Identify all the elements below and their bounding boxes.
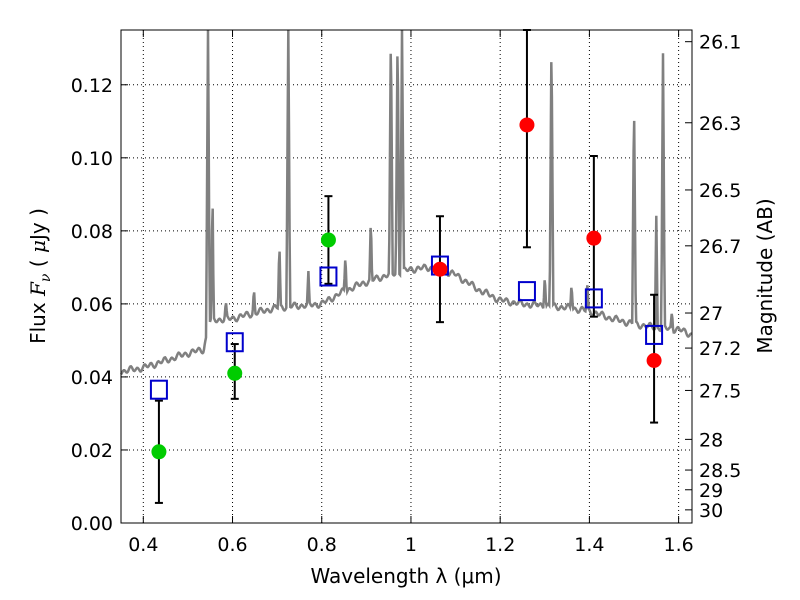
observed-point-red <box>586 230 602 246</box>
x-axis-ticks: 0.4 0.6 0.8 1 1.2 1.4 1.6 <box>128 30 694 556</box>
y-tick-label: 0.02 <box>71 440 113 462</box>
y-tick-label: 0.06 <box>71 294 113 316</box>
x-axis-label: Wavelength λ (μm) <box>310 564 501 588</box>
y2-tick-label: 28 <box>699 429 723 451</box>
model-point <box>319 266 338 287</box>
x-tick-label: 1.4 <box>574 534 604 556</box>
y2-tick-label: 27.2 <box>699 338 741 360</box>
model-point <box>149 379 168 400</box>
y-axis-label-pre: Flux <box>26 296 50 344</box>
y2-tick-label: 29 <box>699 480 723 502</box>
observed-point-red <box>432 261 448 277</box>
model-point <box>584 288 603 309</box>
model-point <box>645 324 664 345</box>
y2-tick-label: 30 <box>699 500 723 522</box>
observed-point-green <box>320 232 336 248</box>
y-axis-label-mu: μ <box>26 240 50 253</box>
y-axis-label: Flux Fν ( μJy ) <box>26 208 54 344</box>
plot-frame <box>120 29 693 524</box>
y-tick-label: 0.12 <box>71 75 113 97</box>
x-tick-label: 0.4 <box>128 534 158 556</box>
y-axis-ticks: 0.00 0.02 0.04 0.06 0.08 0.10 0.12 <box>71 75 128 535</box>
observed-point-red <box>519 117 535 133</box>
x-tick-label: 1.2 <box>485 534 515 556</box>
x-tick-label: 0.8 <box>307 534 337 556</box>
x-tick-label: 1.6 <box>664 534 694 556</box>
model-point <box>225 332 244 353</box>
y2-tick-label: 27.5 <box>699 380 741 402</box>
y2-tick-label: 26.7 <box>699 236 741 258</box>
y-tick-label: 0.04 <box>71 367 113 389</box>
y-axis-label-subscript: ν <box>38 273 54 282</box>
observed-point-red <box>646 352 662 368</box>
y-tick-label: 0.00 <box>71 513 113 535</box>
model-spectrum <box>120 29 693 376</box>
y-tick-label: 0.08 <box>71 221 113 243</box>
x-tick-label: 0.6 <box>217 534 247 556</box>
data-points <box>149 117 664 460</box>
x-tick-label: 1 <box>405 534 417 556</box>
y2-tick-label: 26.3 <box>699 113 741 135</box>
y2-tick-label: 28.5 <box>699 460 741 482</box>
observed-point-green <box>227 365 243 381</box>
y-tick-label: 0.10 <box>71 148 113 170</box>
observed-point-green <box>151 444 167 460</box>
y-axis-label-symbol: F <box>26 281 50 297</box>
y2-tick-label: 27 <box>699 303 723 325</box>
y-axis-label-post: Jy ) <box>26 208 50 242</box>
spectrum-line <box>120 29 693 376</box>
y2-tick-label: 26.1 <box>699 32 741 54</box>
y2-tick-label: 26.5 <box>699 180 741 202</box>
y2-axis-label: Magnitude (AB) <box>753 198 777 353</box>
model-point <box>517 281 536 302</box>
error-bars <box>154 29 659 504</box>
y-axis-label-mid: ( <box>26 253 50 274</box>
